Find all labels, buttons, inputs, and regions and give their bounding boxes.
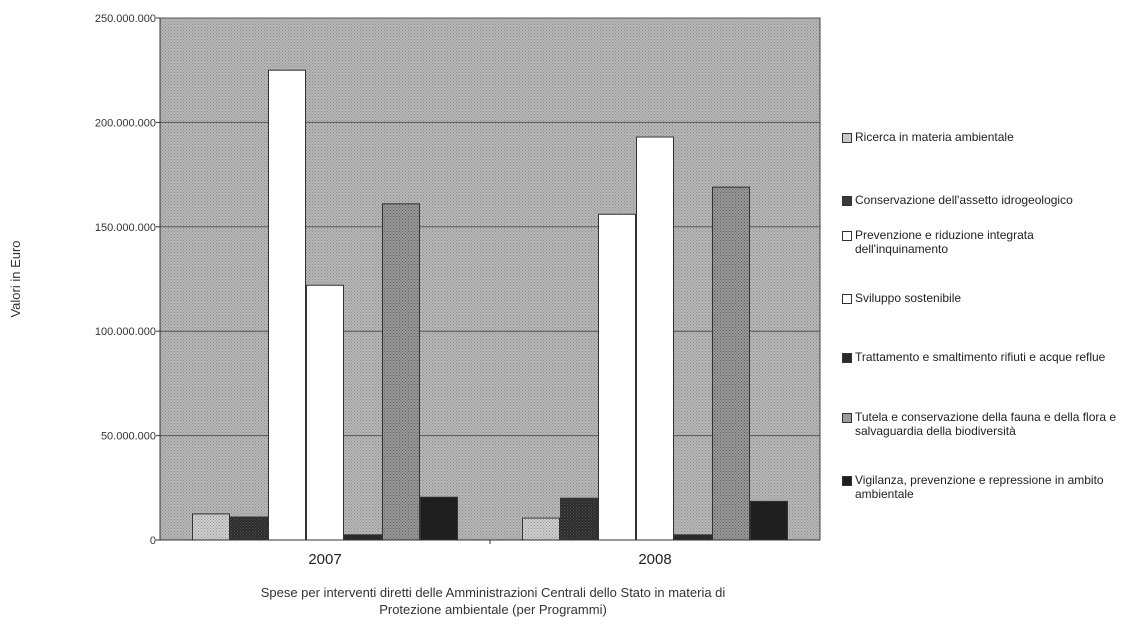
legend-swatch — [842, 231, 852, 241]
legend-item: Vigilanza, prevenzione e repressione in … — [842, 473, 1122, 501]
bar — [712, 186, 750, 541]
y-tick-label: 250.000.000 — [95, 13, 156, 25]
bar — [674, 534, 712, 541]
bar — [344, 534, 382, 541]
legend-swatch — [842, 133, 852, 143]
legend-swatch — [842, 476, 852, 486]
bar — [420, 496, 458, 541]
y-tick-label: 0 — [150, 535, 156, 547]
legend: Ricerca in materia ambientale Conservazio… — [842, 0, 1125, 624]
legend-label: Ricerca in materia ambientale — [855, 130, 1014, 144]
bar — [306, 284, 344, 541]
y-axis-title: Valori in Euro — [8, 240, 23, 317]
legend-swatch — [842, 196, 852, 206]
y-tick-label: 150.000.000 — [95, 222, 156, 234]
bar — [268, 69, 306, 541]
legend-item: Prevenzione e riduzione integrata dell'i… — [842, 228, 1122, 256]
legend-item: Tutela e conservazione della fauna e del… — [842, 410, 1122, 438]
chart-svg: 0 50.000.000 100.000.000 150.000.000 200.000… — [8, 13, 821, 617]
legend-item: Conservazione dell'assetto idrogeologico — [842, 193, 1122, 207]
legend-label: Conservazione dell'assetto idrogeologico — [855, 193, 1073, 207]
bar — [750, 500, 788, 541]
legend-item: Ricerca in materia ambientale — [842, 130, 1122, 144]
legend-item: Sviluppo sostenibile — [842, 291, 1122, 305]
x-category-label: 2008 — [638, 551, 671, 568]
y-tick-label: 200.000.000 — [95, 117, 156, 129]
legend-swatch — [842, 413, 852, 423]
y-tick-label: 100.000.000 — [95, 326, 156, 338]
bar — [560, 497, 598, 541]
legend-label: Trattamento e smaltimento rifiuti e acqu… — [855, 350, 1106, 364]
x-axis-title: Spese per interventi diretti delle Ammin… — [261, 585, 726, 617]
bar — [636, 136, 674, 541]
legend-item: Trattamento e smaltimento rifiuti e acqu… — [842, 350, 1122, 364]
x-category-label: 2007 — [308, 551, 341, 568]
legend-label: Tutela e conservazione della fauna e del… — [855, 410, 1117, 438]
y-tick-label: 50.000.000 — [101, 431, 156, 443]
legend-label: Prevenzione e riduzione integrata dell'i… — [855, 228, 1034, 256]
legend-label: Vigilanza, prevenzione e repressione in … — [855, 473, 1104, 501]
bar — [230, 516, 268, 541]
bar — [522, 517, 560, 541]
legend-label: Sviluppo sostenibile — [855, 291, 962, 305]
legend-swatch — [842, 294, 852, 304]
bar — [382, 203, 420, 541]
bar — [192, 513, 230, 541]
bar — [598, 213, 636, 541]
legend-swatch — [842, 353, 852, 363]
